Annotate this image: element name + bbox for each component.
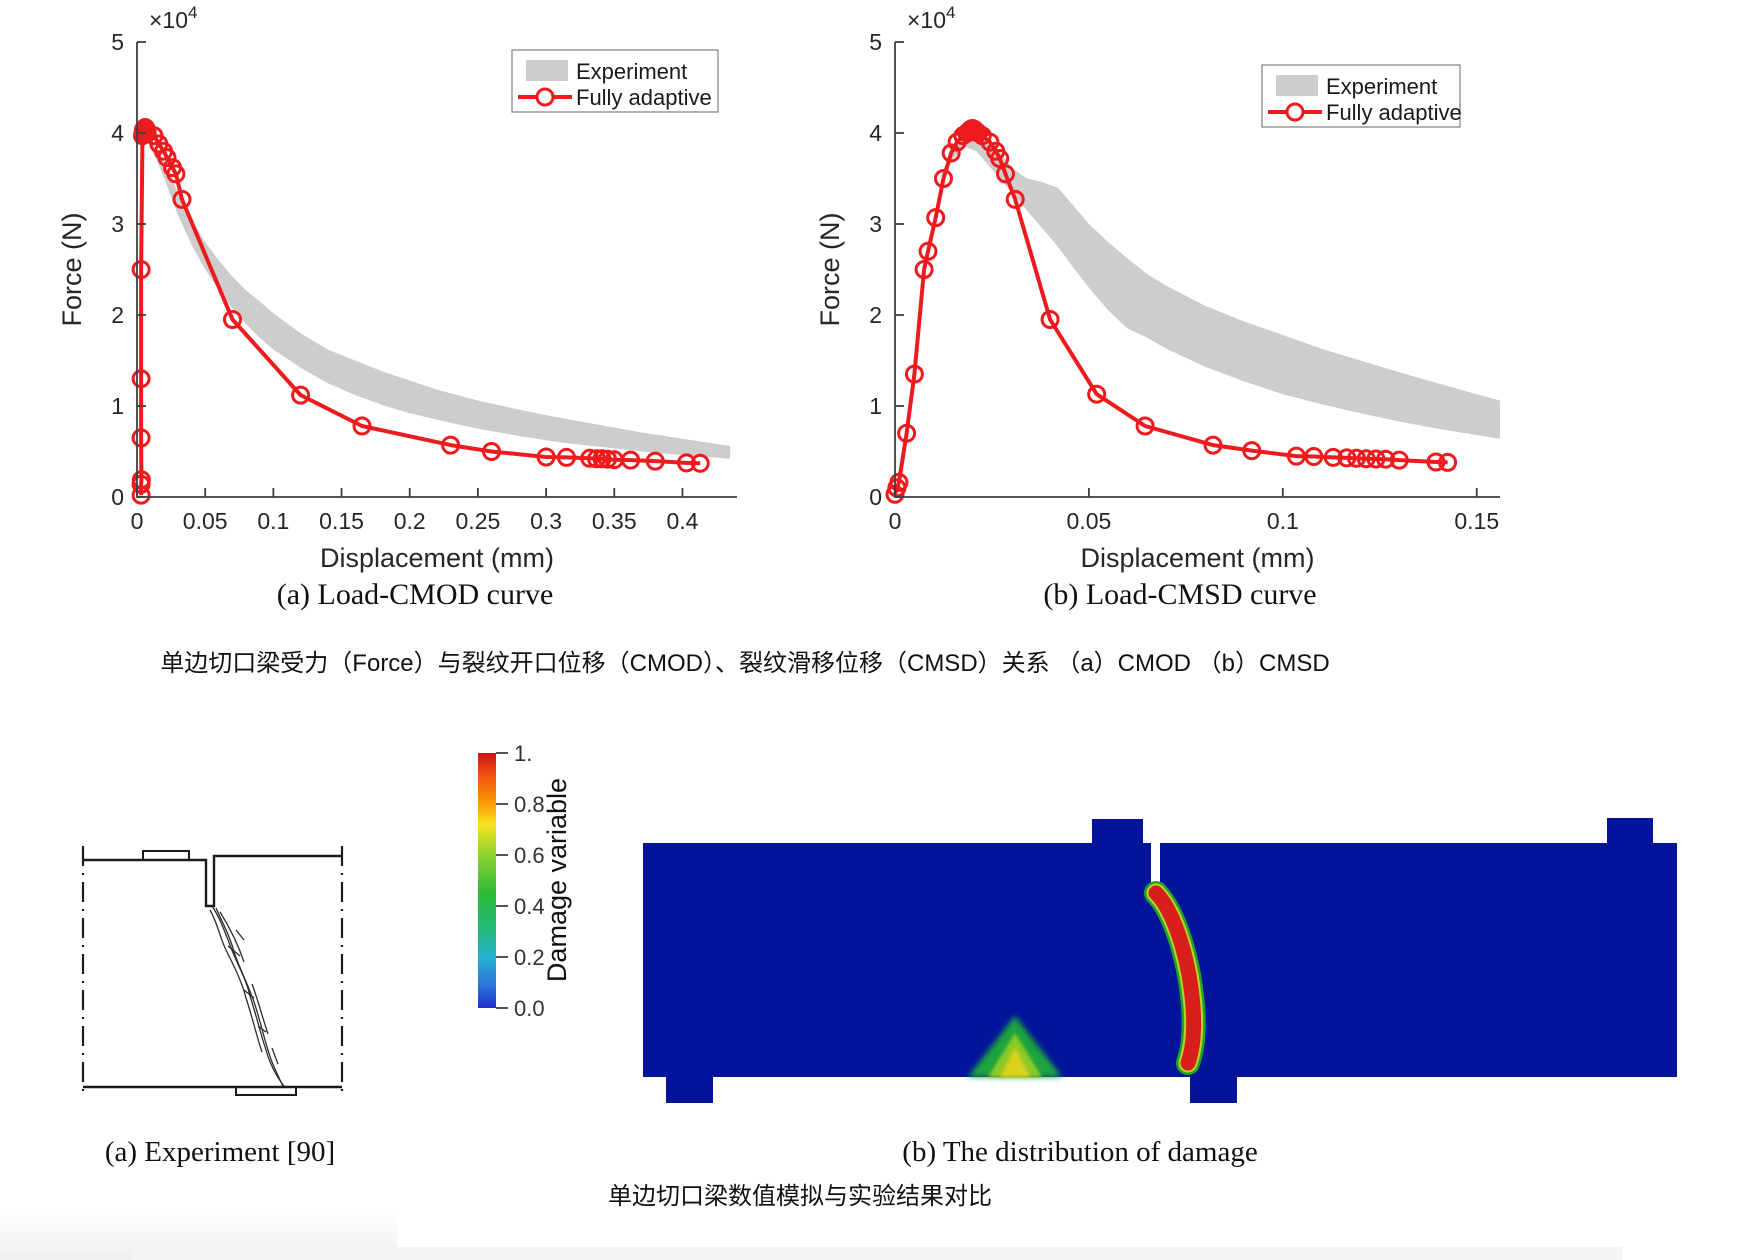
axes bbox=[894, 41, 1500, 498]
legend-label-experiment: Experiment bbox=[1326, 74, 1437, 99]
y-axis-label: Force (N) bbox=[815, 213, 845, 327]
sketch-support-platen bbox=[235, 1086, 297, 1096]
y-axis-label: Force (N) bbox=[57, 213, 87, 327]
colorbar-tick-label: 0.6 bbox=[514, 843, 545, 868]
peak-marker bbox=[960, 119, 983, 142]
colorbar-tick-label: 0.4 bbox=[514, 894, 545, 919]
caption-zh-top: 单边切口梁受力（Force）与裂纹开口位移（CMOD）、裂纹滑移位移（CMSD）… bbox=[160, 650, 1330, 677]
caption-chart-a: (a) Load-CMOD curve bbox=[276, 578, 554, 611]
y-tick-label: 2 bbox=[111, 302, 124, 328]
x-tick-label: 0.25 bbox=[456, 508, 501, 534]
colorbar-tick-label: 0.8 bbox=[514, 792, 545, 817]
colorbar-ticks: 1. 0.8 0.6 0.4 0.2 0.0 bbox=[496, 741, 545, 1021]
x-tick-label: 0.1 bbox=[257, 508, 289, 534]
chart-load-cmsd: 0 0.05 0.1 0.15 0 1 2 3 4 5 ×104 Force (N) Displacem… bbox=[815, 3, 1500, 573]
x-tick-label: 0.1 bbox=[1267, 508, 1299, 534]
caption-experiment: (a) Experiment [90] bbox=[104, 1136, 336, 1168]
beam-bottom-tab-left bbox=[666, 1077, 713, 1103]
y-tick-label: 4 bbox=[111, 120, 124, 146]
x-tick-label: 0.15 bbox=[319, 508, 364, 534]
colorbar-label: Damage variable bbox=[542, 778, 572, 982]
y-tick-label: 1 bbox=[869, 393, 882, 419]
bottom-figure: 1. 0.8 0.6 0.4 0.2 0.0 Damage variable bbox=[81, 741, 1677, 1103]
y-axis-exponent: ×104 bbox=[149, 3, 197, 33]
colorbar-tick-label: 0.2 bbox=[514, 945, 545, 970]
x-tick-label: 0.05 bbox=[1067, 508, 1112, 534]
beam-bottom-tab-mid bbox=[1190, 1077, 1237, 1103]
caption-damage: (b) The distribution of damage bbox=[902, 1136, 1258, 1168]
y-tick-label: 0 bbox=[869, 484, 882, 510]
colorbar-tick-label: 0.0 bbox=[514, 996, 545, 1021]
x-tick-label: 0.15 bbox=[1454, 508, 1499, 534]
x-tick-label: 0.3 bbox=[530, 508, 562, 534]
sketch-crack-bundle bbox=[209, 905, 285, 1087]
legend-label-fully-adaptive: Fully adaptive bbox=[1326, 100, 1462, 125]
caption-chart-b: (b) Load-CMSD curve bbox=[1043, 578, 1317, 611]
x-tick-label: 0.05 bbox=[183, 508, 228, 534]
fully-adaptive-line bbox=[893, 126, 1448, 495]
experiment-band bbox=[941, 131, 1500, 439]
x-axis-label: Displacement (mm) bbox=[1080, 543, 1314, 573]
y-tick-label: 2 bbox=[869, 302, 882, 328]
x-tick-label: 0.4 bbox=[666, 508, 698, 534]
x-axis-label: Displacement (mm) bbox=[320, 543, 554, 573]
crack-band bbox=[1144, 881, 1206, 1075]
colorbar-tick-label: 1. bbox=[514, 741, 532, 766]
sketch-top-edge-with-notch bbox=[83, 854, 342, 908]
y-axis-exponent: ×104 bbox=[907, 3, 955, 33]
page-bottom-strip bbox=[132, 1247, 1622, 1260]
legend-label-fully-adaptive: Fully adaptive bbox=[576, 85, 712, 110]
legend-marker-swatch bbox=[1285, 102, 1305, 122]
sketch-load-platen bbox=[142, 850, 190, 861]
x-tick-label: 0.2 bbox=[394, 508, 426, 534]
x-tick-label: 0 bbox=[131, 508, 144, 534]
caption-zh-bottom: 单边切口梁数值模拟与实验结果对比 bbox=[608, 1183, 992, 1210]
damage-triangle bbox=[968, 1016, 1062, 1077]
y-tick-label: 5 bbox=[869, 29, 882, 55]
damage-beam bbox=[643, 818, 1677, 1103]
axes bbox=[136, 41, 737, 498]
beam-top-tab-mid bbox=[1092, 819, 1143, 844]
y-tick-label: 1 bbox=[111, 393, 124, 419]
peak-marker bbox=[133, 119, 156, 142]
damage-colorbar: 1. 0.8 0.6 0.4 0.2 0.0 Damage variable bbox=[478, 741, 572, 1021]
y-tick-label: 4 bbox=[869, 120, 882, 146]
y-tick-label: 0 bbox=[111, 484, 124, 510]
legend-band-swatch bbox=[1276, 75, 1318, 96]
chart-load-cmod: 0 0.05 0.1 0.15 0.2 0.25 0.3 0.35 0.4 0 1 2 3 4 5 ×104 F… bbox=[57, 3, 737, 573]
y-tick-label: 3 bbox=[111, 211, 124, 237]
colorbar-gradient-bar bbox=[478, 753, 496, 1008]
experiment-band bbox=[142, 133, 731, 459]
x-tick-label: 0 bbox=[889, 508, 902, 534]
legend-label-experiment: Experiment bbox=[576, 59, 687, 84]
beam-notch bbox=[1151, 841, 1160, 891]
beam-top-tab-right bbox=[1607, 818, 1653, 844]
experiment-sketch bbox=[81, 846, 344, 1096]
legend-band-swatch bbox=[526, 60, 568, 81]
y-tick-label: 3 bbox=[869, 211, 882, 237]
y-tick-label: 5 bbox=[111, 29, 124, 55]
x-tick-label: 0.35 bbox=[592, 508, 637, 534]
legend-marker-swatch bbox=[535, 87, 555, 107]
